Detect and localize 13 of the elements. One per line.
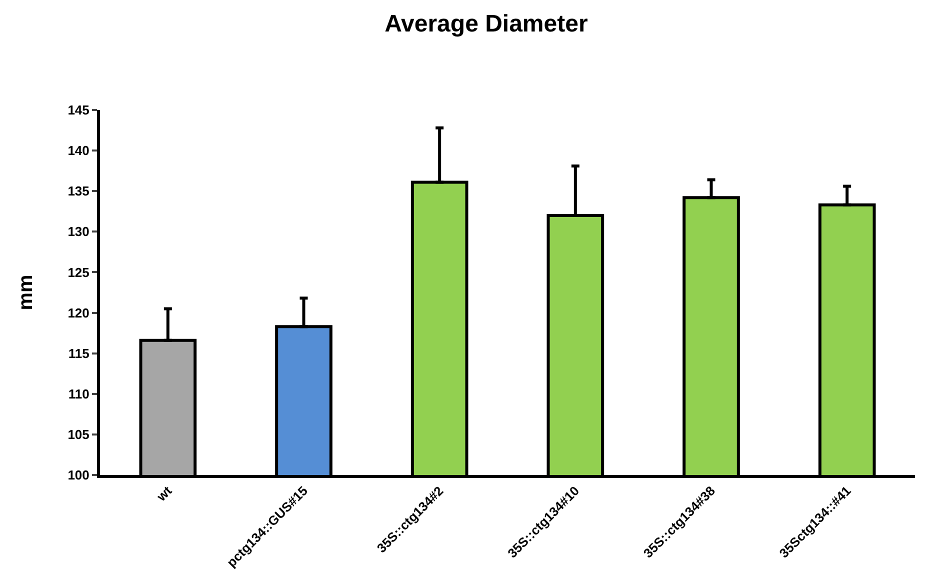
y-tick-label: 120 [68, 305, 90, 320]
y-tick-label: 125 [68, 264, 90, 280]
y-axis-title: mm [15, 274, 38, 310]
y-tick-label: 105 [68, 426, 90, 442]
y-tick-label: 135 [68, 184, 90, 199]
y-tick-label: 140 [68, 143, 90, 158]
y-tick-label: 145 [68, 102, 90, 118]
y-tick-label: 100 [68, 468, 90, 483]
chart-title: Average Diameter [384, 10, 588, 38]
y-tick-label: 115 [68, 346, 90, 361]
x-tick-label: wt [153, 482, 176, 505]
y-tick-label: 110 [68, 386, 90, 402]
y-tick-label: 130 [68, 224, 90, 240]
